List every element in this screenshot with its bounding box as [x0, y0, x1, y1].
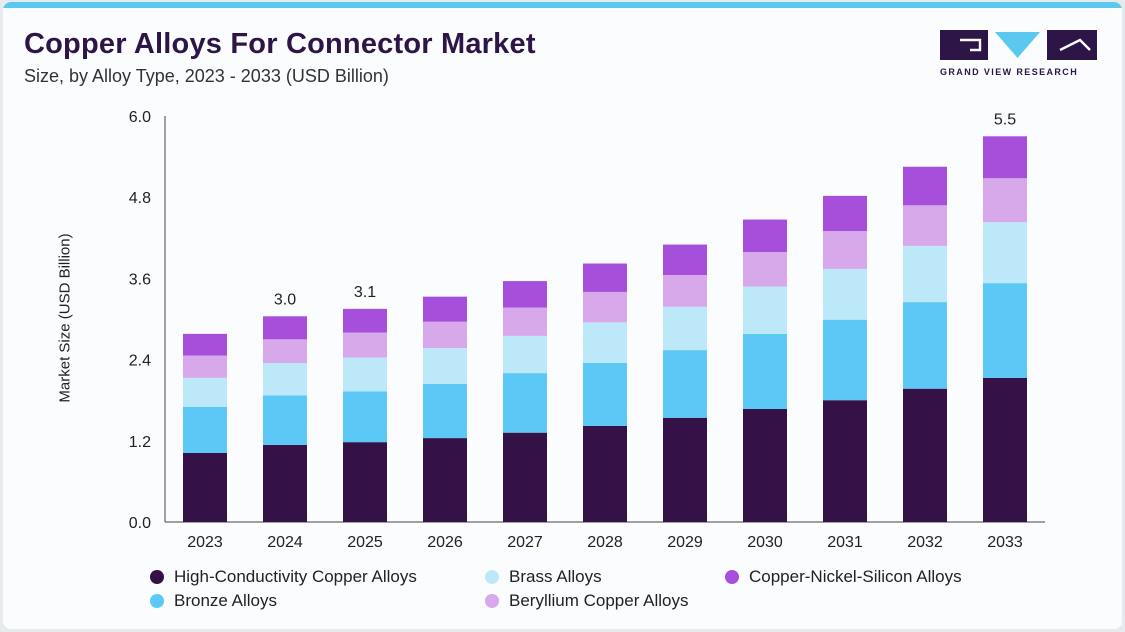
bar-segment [663, 350, 707, 418]
bar-segment [743, 408, 787, 522]
bar-segment [183, 377, 227, 407]
bar-segment [503, 335, 547, 374]
x-tick-label: 2023 [187, 534, 223, 551]
bar-segment [983, 136, 1027, 179]
chart-legend: High-Conductivity Copper Alloys Brass All… [150, 567, 1050, 617]
y-tick-label: 6.0 [129, 109, 151, 126]
bar-segment [743, 252, 787, 287]
y-tick-label: 3.6 [129, 271, 151, 288]
bar-segment [343, 442, 387, 522]
brand-name: GRAND VIEW RESEARCH [940, 67, 1079, 77]
y-tick-label: 1.2 [129, 434, 151, 451]
legend-swatch [725, 570, 739, 584]
bar-segment [823, 268, 867, 320]
bar-segment [583, 263, 627, 292]
bar-segment [983, 178, 1027, 223]
bar-segment [743, 219, 787, 253]
x-tick-label: 2030 [747, 534, 783, 551]
chart-title: Copper Alloys For Connector Market [24, 28, 536, 60]
legend-swatch [150, 594, 164, 608]
legend-item: Copper-Nickel-Silicon Alloys [725, 567, 962, 587]
bar-total-label: 3.1 [354, 284, 376, 301]
stacked-bar-chart: 0.0 1.2 2.4 3.6 4.8 6.0 2023 2024 3.0 2025 3.1 2026… [129, 109, 1045, 551]
bar-segment [423, 438, 467, 522]
legend-item: Brass Alloys [485, 567, 602, 587]
bar-segment [663, 306, 707, 351]
bar-segment [183, 406, 227, 453]
legend-label: Brass Alloys [509, 567, 602, 586]
chart-subtitle: Size, by Alloy Type, 2023 - 2033 (USD Bi… [24, 66, 389, 86]
bar-segment [423, 383, 467, 439]
legend-item: Beryllium Copper Alloys [485, 591, 689, 611]
bar-segment [263, 316, 307, 340]
bar-segment [983, 283, 1027, 378]
bar-segment [823, 319, 867, 401]
legend-label: Copper-Nickel-Silicon Alloys [749, 567, 962, 586]
bar-segment [343, 308, 387, 333]
x-tick-label: 2025 [347, 534, 383, 551]
y-tick-label: 2.4 [129, 353, 151, 370]
bar-segment [263, 339, 307, 363]
bar-segment [823, 400, 867, 522]
bar-segment [823, 195, 867, 232]
legend-swatch [150, 570, 164, 584]
bar-segment [903, 388, 947, 522]
bar-segment [663, 244, 707, 276]
bar-segment [583, 291, 627, 323]
bar-segment [263, 395, 307, 445]
bar-segment [583, 425, 627, 522]
bar-segment [503, 373, 547, 433]
legend-item: High-Conductivity Copper Alloys [150, 567, 417, 587]
bar-segment [663, 417, 707, 522]
bar-segment [823, 231, 867, 269]
bar-segment [743, 286, 787, 334]
top-accent-bar [3, 2, 1122, 8]
bar-segment [503, 432, 547, 522]
bar-segment [743, 333, 787, 409]
bar-segment [423, 321, 467, 349]
bar-total-label: 3.0 [274, 291, 296, 308]
bar-segment [263, 444, 307, 522]
y-tick-label: 4.8 [129, 190, 151, 207]
x-tick-label: 2031 [827, 534, 863, 551]
x-tick-label: 2028 [587, 534, 623, 551]
legend-label: Bronze Alloys [174, 591, 277, 610]
bar-segment [183, 333, 227, 356]
x-tick-label: 2024 [267, 534, 303, 551]
legend-item: Bronze Alloys [150, 591, 277, 611]
x-tick-label: 2029 [667, 534, 703, 551]
bar-total-label: 5.5 [994, 111, 1016, 128]
bar-segment [583, 322, 627, 363]
legend-label: Beryllium Copper Alloys [509, 591, 689, 610]
bar-segment [663, 275, 707, 307]
x-tick-label: 2026 [427, 534, 463, 551]
legend-swatch [485, 594, 499, 608]
bar-segment [503, 281, 547, 308]
legend-swatch [485, 570, 499, 584]
bar-segment [343, 357, 387, 392]
y-tick-label: 0.0 [129, 515, 151, 532]
bar-segment [983, 222, 1027, 284]
logo-mark-icon [940, 30, 1097, 60]
bar-segment [903, 205, 947, 246]
bar-segment [183, 355, 227, 378]
bar-segment [503, 307, 547, 336]
bar-segment [903, 166, 947, 206]
bar-segment [423, 296, 467, 322]
bar-segment [583, 362, 627, 426]
bar-segment [423, 348, 467, 384]
bar-segment [983, 377, 1027, 522]
x-tick-label: 2032 [907, 534, 943, 551]
bar-segment [343, 391, 387, 443]
x-tick-label: 2033 [987, 534, 1023, 551]
brand-logo: GRAND VIEW RESEARCH [940, 30, 1098, 80]
chart-card: Copper Alloys For Connector Market Size,… [3, 2, 1122, 629]
bar-segment [263, 362, 307, 396]
legend-label: High-Conductivity Copper Alloys [174, 567, 417, 586]
bar-segment [903, 245, 947, 303]
bar-segment [183, 452, 227, 522]
x-tick-label: 2027 [507, 534, 543, 551]
bar-segment [903, 302, 947, 389]
bar-segment [343, 332, 387, 358]
